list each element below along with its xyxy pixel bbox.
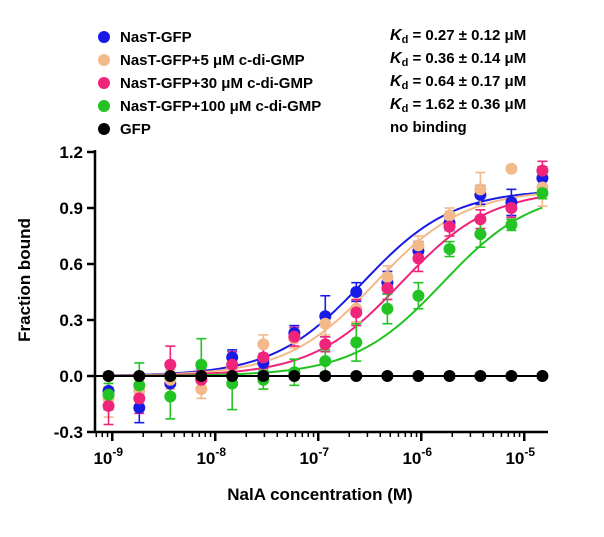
data-point bbox=[381, 271, 394, 284]
data-point bbox=[195, 383, 208, 396]
data-point bbox=[536, 187, 549, 200]
data-point bbox=[319, 355, 332, 368]
legend: NasT-GFP NasT-GFP+5 μM c-di-GMP NasT-GFP+3… bbox=[98, 29, 321, 138]
x-tick-label: 10-6 bbox=[402, 445, 432, 468]
x-axis-label: NalA concentration (M) bbox=[227, 485, 412, 504]
y-tick-label: 0.0 bbox=[59, 367, 83, 386]
legend-marker bbox=[98, 31, 110, 43]
y-tick-label: 1.2 bbox=[59, 143, 83, 162]
data-point bbox=[319, 317, 332, 330]
data-point bbox=[505, 202, 518, 214]
data-point bbox=[443, 209, 456, 222]
x-tick-label: 10-9 bbox=[93, 445, 123, 468]
data-point bbox=[288, 330, 301, 343]
y-tick-label: 0.3 bbox=[59, 311, 83, 330]
data-point bbox=[536, 164, 549, 177]
legend-label: NasT-GFP+30 μM c-di-GMP bbox=[120, 75, 313, 92]
data-point bbox=[505, 162, 518, 175]
legend-label: NasT-GFP+5 μM c-di-GMP bbox=[120, 52, 305, 69]
kd-annotation: Kd = 0.36 ± 0.14 μM bbox=[390, 50, 527, 69]
axes: -0.3 0.0 0.3 0.6 0.9 1.2 10-9 10-8 10-7 10-6 10-5 bbox=[54, 143, 548, 468]
legend-label: NasT-GFP bbox=[120, 29, 192, 46]
data-point bbox=[164, 390, 177, 403]
data-point bbox=[443, 220, 456, 233]
data-point bbox=[350, 336, 363, 349]
data-point bbox=[381, 302, 394, 315]
data-point bbox=[505, 218, 518, 231]
x-tick-label: 10-8 bbox=[196, 445, 226, 468]
y-tick-label: -0.3 bbox=[54, 423, 83, 442]
data-point bbox=[133, 379, 146, 392]
data-point bbox=[133, 392, 146, 405]
data-point bbox=[474, 213, 487, 226]
data-point bbox=[350, 306, 363, 319]
data-point bbox=[102, 399, 115, 412]
kd-annotation: Kd = 0.64 ± 0.17 μM bbox=[390, 73, 527, 92]
data-point bbox=[319, 338, 332, 351]
legend-marker bbox=[98, 100, 110, 112]
y-tick-label: 0.6 bbox=[59, 255, 83, 274]
y-tick-label: 0.9 bbox=[59, 199, 83, 218]
kd-annotation: Kd = 1.62 ± 0.36 μM bbox=[390, 96, 527, 115]
data-point bbox=[350, 286, 363, 298]
data-point bbox=[412, 289, 425, 302]
data-point bbox=[195, 358, 208, 371]
kd-annotation: no binding bbox=[390, 119, 467, 136]
data-point bbox=[226, 358, 239, 371]
kd-annotation: Kd = 0.27 ± 0.12 μM bbox=[390, 27, 527, 46]
data-point bbox=[102, 388, 115, 401]
y-axis-label: Fraction bound bbox=[15, 218, 34, 342]
legend-marker bbox=[98, 54, 110, 66]
data-point bbox=[474, 183, 487, 196]
data-point bbox=[474, 228, 487, 241]
data-point bbox=[133, 401, 146, 414]
legend-label: GFP bbox=[120, 121, 151, 138]
legend-marker bbox=[98, 77, 110, 89]
data-point bbox=[257, 351, 270, 364]
data-point bbox=[412, 252, 425, 265]
data-point bbox=[257, 338, 270, 351]
data-point bbox=[164, 358, 177, 371]
legend-marker bbox=[98, 123, 110, 135]
x-tick-label: 10-7 bbox=[299, 445, 329, 468]
x-tick-label: 10-5 bbox=[505, 445, 535, 468]
data-point bbox=[443, 243, 456, 256]
data-point bbox=[412, 239, 425, 252]
legend-label: NasT-GFP+100 μM c-di-GMP bbox=[120, 98, 321, 115]
data-point bbox=[381, 282, 394, 295]
